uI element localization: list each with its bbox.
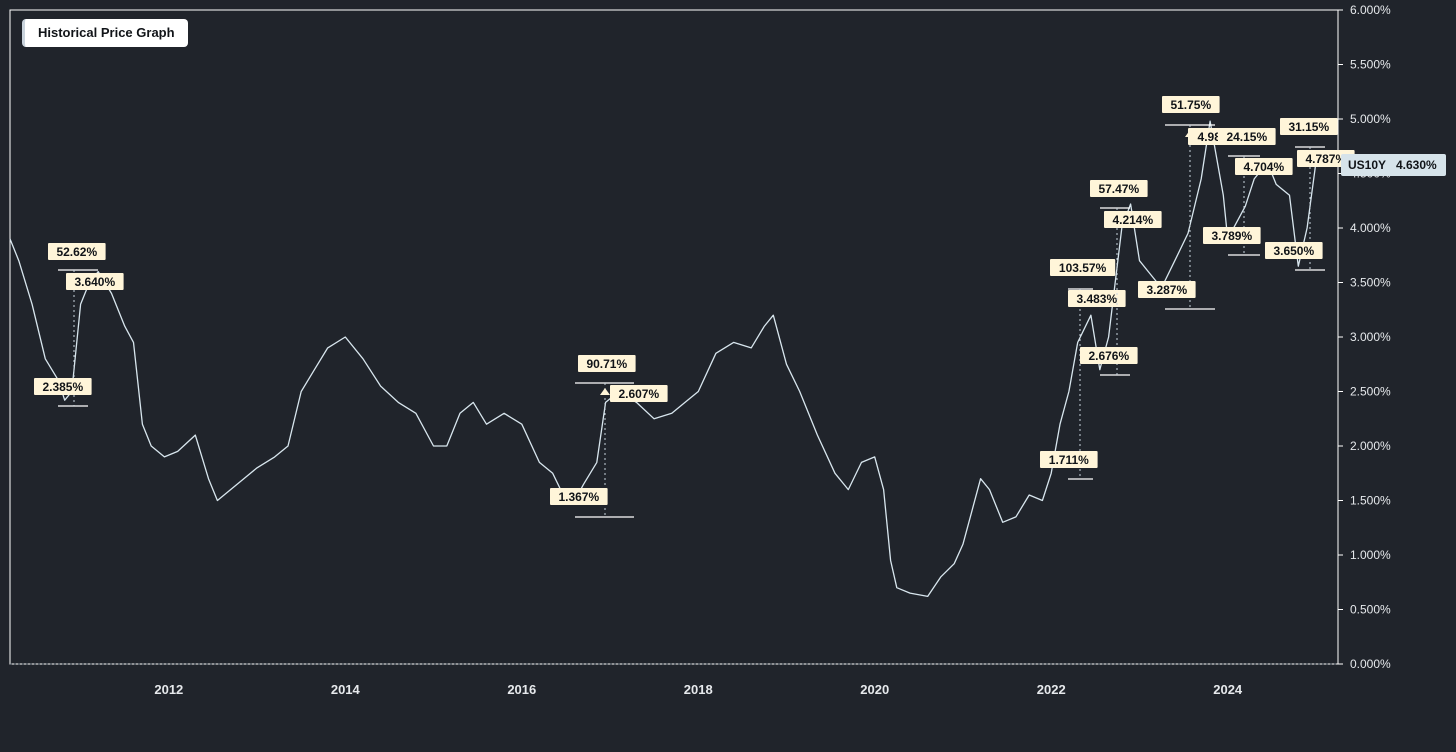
symbol-label: US10Y — [1348, 158, 1386, 172]
x-tick-label: 2018 — [684, 682, 713, 697]
range-high-label-box — [1235, 158, 1293, 175]
x-tick-label: 2020 — [860, 682, 889, 697]
range-high-label-box — [1104, 211, 1162, 228]
x-tick-label: 2014 — [331, 682, 361, 697]
range-pct-label-box — [48, 243, 106, 260]
range-pct-label: 24.15% — [1226, 130, 1267, 144]
y-tick-label: 1.500% — [1350, 494, 1391, 508]
range-high-label: 3.483% — [1076, 292, 1117, 306]
range-low-label: 3.650% — [1273, 244, 1314, 258]
range-low-label: 3.287% — [1146, 283, 1187, 297]
range-pct-label: 90.71% — [586, 357, 627, 371]
y-tick-label: 2.500% — [1350, 385, 1391, 399]
x-tick-label: 2024 — [1213, 682, 1243, 697]
y-tick-label: 0.000% — [1350, 657, 1391, 671]
range-arrow — [600, 388, 610, 395]
y-tick-label: 0.500% — [1350, 603, 1391, 617]
y-tick-label: 2.000% — [1350, 439, 1391, 453]
range-pct-label: 52.62% — [56, 245, 97, 259]
y-tick-label: 3.000% — [1350, 330, 1391, 344]
range-pct-label-box — [1050, 259, 1116, 276]
range-pct-label: 57.47% — [1098, 182, 1139, 196]
range-low-label: 2.385% — [42, 380, 83, 394]
range-high-label: 2.607% — [618, 387, 659, 401]
range-low-label-box — [34, 378, 92, 395]
y-tick-label: 3.500% — [1350, 276, 1391, 290]
range-pct-label-box — [1162, 96, 1220, 113]
x-tick-label: 2012 — [154, 682, 183, 697]
range-high-label-box — [66, 273, 124, 290]
y-tick-label: 1.000% — [1350, 548, 1391, 562]
range-high-label: 3.640% — [74, 275, 115, 289]
plot-frame — [9, 9, 1339, 665]
range-high-label: 4.214% — [1112, 213, 1153, 227]
y-tick-label: 6.000% — [1350, 3, 1391, 17]
range-low-label-box — [1203, 227, 1261, 244]
range-high-label-box — [610, 385, 668, 402]
range-pct-label-box — [578, 355, 636, 372]
last-value-tag — [1341, 154, 1446, 176]
range-high-label: 4.704% — [1243, 160, 1284, 174]
range-low-label-box — [1138, 281, 1196, 298]
range-low-label: 3.789% — [1211, 229, 1252, 243]
range-low-label-box — [1040, 451, 1098, 468]
y-tick-label: 5.000% — [1350, 112, 1391, 126]
range-low-label-box — [550, 488, 608, 505]
range-pct-label: 31.15% — [1288, 120, 1329, 134]
x-tick-label: 2022 — [1037, 682, 1066, 697]
y-tick-label: 5.500% — [1350, 58, 1391, 72]
range-high-label: 4.98 — [1198, 130, 1222, 144]
range-low-label: 1.367% — [558, 490, 599, 504]
range-low-label-box — [1265, 242, 1323, 259]
price-line — [9, 120, 1335, 598]
x-tick-label: 2016 — [507, 682, 536, 697]
range-pct-label: 103.57% — [1059, 261, 1107, 275]
range-pct-label-box — [1218, 128, 1276, 145]
range-high-label-box — [1068, 290, 1126, 307]
range-pct-label-box — [1090, 180, 1148, 197]
y-tick-label: 4.000% — [1350, 221, 1391, 235]
range-low-label: 1.711% — [1049, 453, 1089, 467]
chart-title: Historical Price Graph — [22, 19, 188, 47]
range-low-label-box — [1080, 347, 1138, 364]
range-high-label: 4.787% — [1305, 152, 1346, 166]
last-value-label: 4.630% — [1396, 158, 1437, 172]
range-high-label-box — [1297, 150, 1355, 167]
range-pct-label: 51.75% — [1170, 98, 1211, 112]
range-pct-label-box — [1280, 118, 1338, 135]
range-low-label: 2.676% — [1088, 349, 1129, 363]
